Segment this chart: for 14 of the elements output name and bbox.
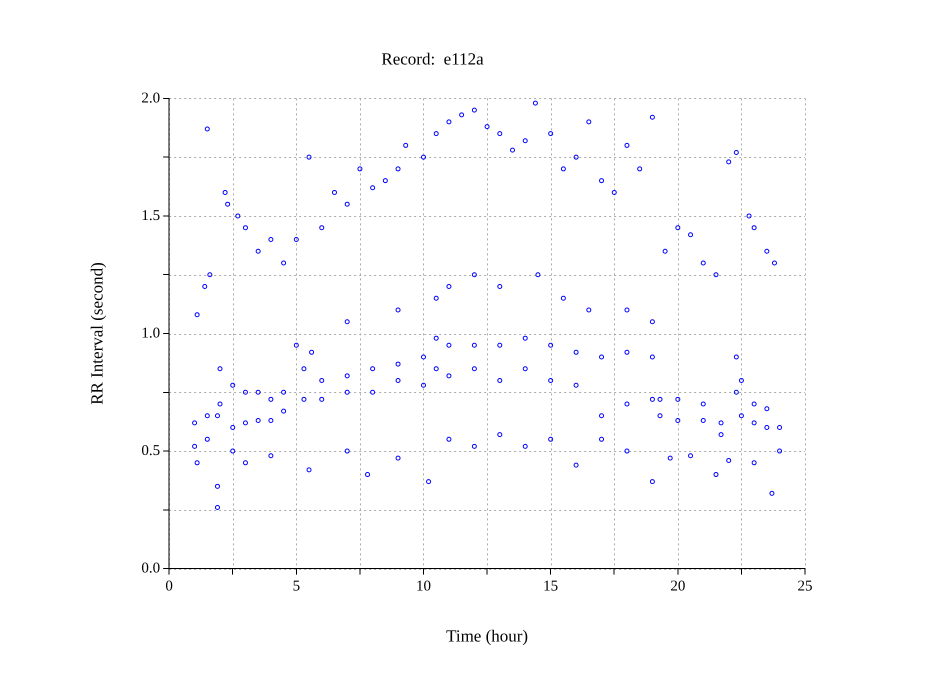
x-axis-title: Time (hour)	[446, 626, 528, 646]
y-tick-label: 1.0	[141, 325, 160, 342]
x-tick-label: 15	[543, 578, 558, 595]
y-tick-label: 0.0	[141, 560, 160, 577]
y-tick-label: 0.5	[141, 442, 160, 459]
y-axis-title: RR Interval (second)	[88, 262, 107, 405]
x-tick-label: 10	[416, 578, 431, 595]
y-tick-label: 1.5	[141, 208, 160, 224]
x-tick-label: 0	[165, 578, 173, 595]
chart-title: Record: e112a	[381, 50, 484, 69]
x-tick-label: 5	[292, 578, 300, 595]
y-tick-label: 2.0	[141, 90, 160, 106]
x-tick-label: 20	[670, 578, 686, 595]
x-tick-label: 25	[798, 578, 812, 595]
